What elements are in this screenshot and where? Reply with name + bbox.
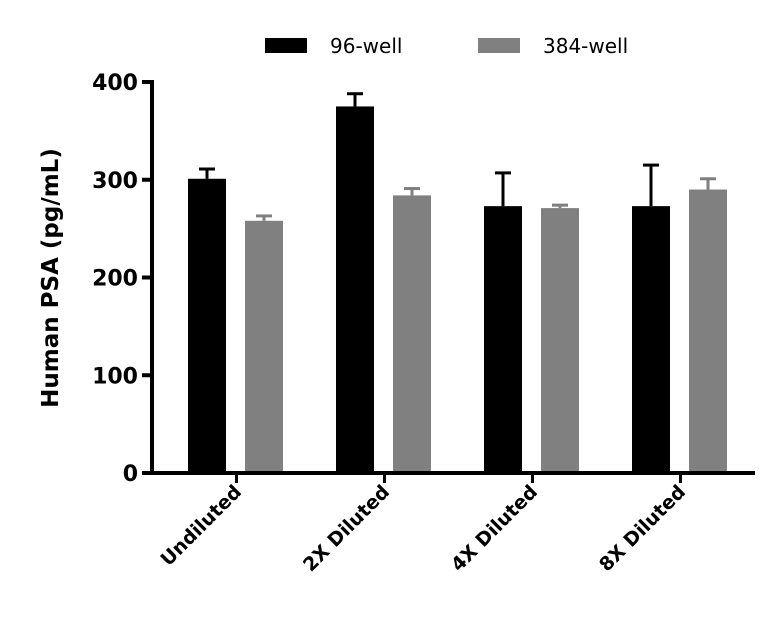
y-tick-label: 400 (92, 71, 138, 96)
y-tick-label: 300 (92, 169, 138, 194)
x-axis: Undiluted 2X Diluted 4X Diluted 8X Diluted (150, 471, 755, 576)
x-tick-label: 2X Diluted (299, 481, 394, 576)
bars (188, 92, 727, 473)
y-tick-label: 0 (123, 462, 138, 487)
y-tick-label: 100 (92, 364, 138, 389)
bar-96-well-undiluted (188, 178, 226, 473)
bar-384-well-undiluted (245, 220, 283, 473)
bar-96-well-8x-diluted (632, 206, 670, 473)
y-axis-label: Human PSA (pg/mL) (38, 148, 64, 408)
legend-swatch-384-well (478, 38, 520, 53)
legend-label-96-well: 96-well (330, 34, 402, 58)
y-tick-label: 200 (92, 267, 138, 292)
x-tick-label: 8X Diluted (595, 481, 690, 576)
bar-384-well-4x-diluted (541, 208, 579, 473)
bar-384-well-8x-diluted (689, 189, 727, 473)
y-axis: 0 100 200 300 400 (92, 71, 154, 487)
legend-label-384-well: 384-well (543, 34, 628, 58)
legend-swatch-96-well (265, 38, 307, 53)
bar-384-well-2x-diluted (393, 195, 431, 473)
bar-96-well-2x-diluted (336, 106, 374, 473)
bar-96-well-4x-diluted (484, 206, 522, 473)
x-tick-label: Undiluted (156, 481, 246, 571)
x-tick-label: 4X Diluted (447, 481, 542, 576)
legend: 96-well 384-well (265, 34, 628, 58)
